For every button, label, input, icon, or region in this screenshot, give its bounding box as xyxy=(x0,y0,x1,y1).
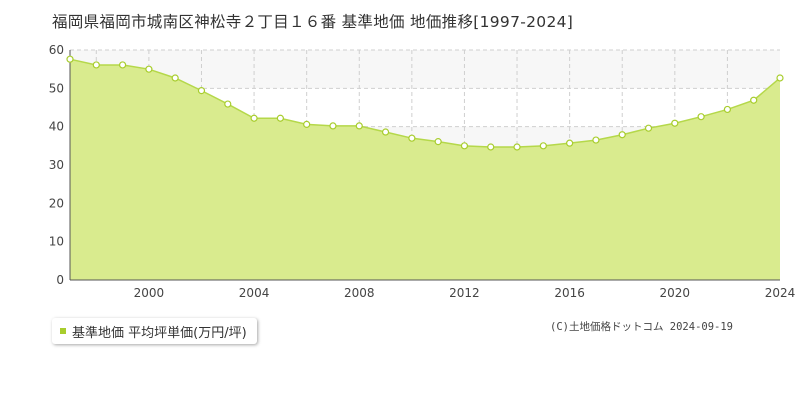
data-point xyxy=(276,114,284,122)
data-point xyxy=(460,142,469,150)
data-point xyxy=(329,122,337,130)
series-line xyxy=(69,58,781,148)
legend-label: 基準地価 平均坪単価(万円/坪) xyxy=(72,325,247,341)
area-layer xyxy=(69,58,781,281)
x-tick-label: 2000 xyxy=(134,286,165,300)
data-point xyxy=(697,113,705,121)
data-point xyxy=(487,143,495,151)
x-tick-label: 2008 xyxy=(344,286,375,300)
data-point xyxy=(197,87,206,95)
x-tick-labels: 2000 2004 2008 2012 2016 2020 2024 xyxy=(134,286,796,300)
data-point xyxy=(381,128,390,136)
y-tick-label: 0 xyxy=(56,273,64,287)
y-tick-label: 50 xyxy=(49,81,64,95)
data-point xyxy=(145,65,153,73)
data-point xyxy=(408,134,416,142)
data-point xyxy=(723,105,732,114)
data-point xyxy=(250,114,258,122)
data-point xyxy=(434,138,442,146)
y-tick-label: 20 xyxy=(49,196,64,210)
x-tick-label: 2020 xyxy=(660,286,691,300)
data-point xyxy=(118,61,127,69)
marker-layer xyxy=(66,55,784,151)
x-tick-label: 2024 xyxy=(765,286,796,300)
x-tick-label: 2012 xyxy=(449,286,480,300)
y-tick-label: 30 xyxy=(49,158,64,172)
data-point xyxy=(566,139,574,147)
legend: 基準地価 平均坪単価(万円/坪) xyxy=(52,318,257,344)
y-tick-label: 40 xyxy=(49,120,64,134)
data-point xyxy=(303,120,311,128)
chart-title: 福岡県福岡市城南区神松寺２丁目１６番 基準地価 地価推移[1997-2024] xyxy=(52,13,574,31)
copyright-text: (C)土地価格ドットコム 2024-09-19 xyxy=(550,321,734,333)
x-tick-label: 2004 xyxy=(239,286,270,300)
grid-band xyxy=(70,50,780,89)
data-point xyxy=(776,74,784,82)
data-point xyxy=(539,142,547,150)
data-point xyxy=(592,136,600,144)
data-point xyxy=(513,143,521,151)
data-point xyxy=(224,100,232,108)
data-point xyxy=(618,131,626,139)
data-point xyxy=(171,74,179,82)
axis-layer xyxy=(69,50,780,281)
data-point xyxy=(355,122,363,130)
y-tick-label: 60 xyxy=(49,43,64,57)
data-point xyxy=(92,61,100,69)
y-tick-label: 10 xyxy=(49,235,64,249)
y-tick-labels: 0 10 20 30 40 50 60 xyxy=(49,43,64,287)
x-tick-label: 2016 xyxy=(554,286,585,300)
data-point xyxy=(644,124,653,132)
data-point xyxy=(671,119,679,127)
data-point xyxy=(66,55,74,63)
legend-swatch xyxy=(60,328,66,334)
series-area xyxy=(70,59,780,281)
data-point xyxy=(750,96,758,104)
